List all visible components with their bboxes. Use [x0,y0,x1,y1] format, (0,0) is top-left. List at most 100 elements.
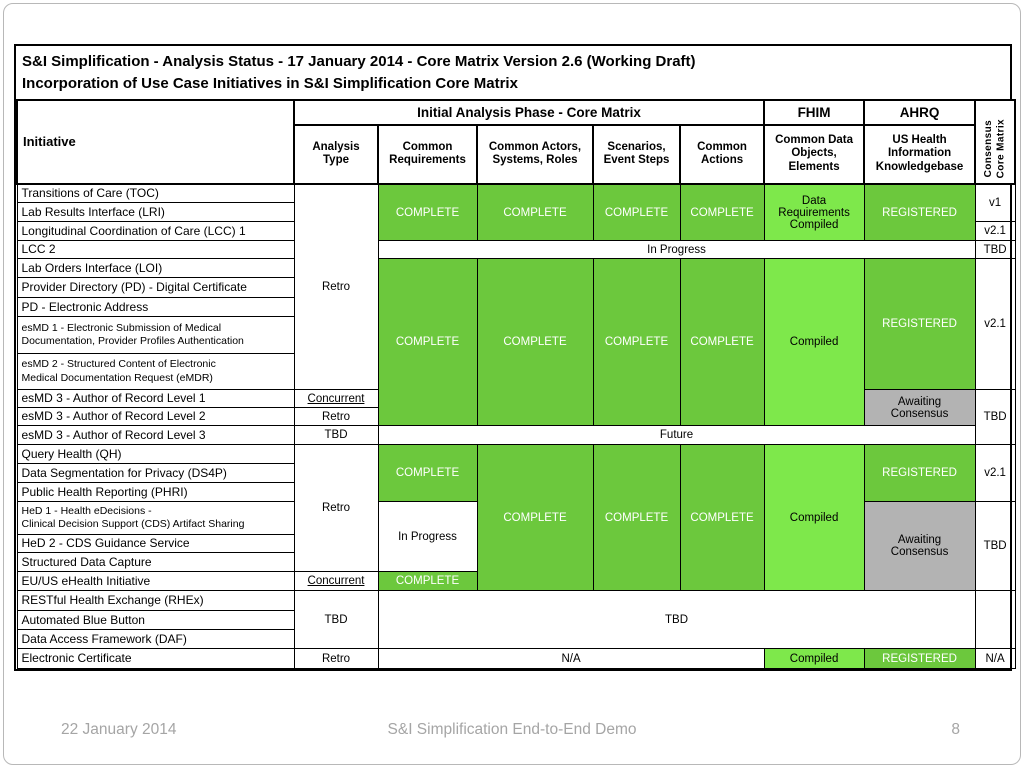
status-cell: TBD [974,389,1016,446]
status-cell [974,590,1016,650]
status-cell: N/A [377,648,765,670]
footer-page-number: 8 [951,721,960,738]
status-cell: v2.1 [974,258,1016,391]
header-phase-group: Initial Analysis Phase - Core Matrix [292,98,766,126]
analysis-type-cell: Retro [293,444,379,573]
initiative-cell: Query Health (QH) [16,444,295,465]
status-cell: v1 [974,183,1016,223]
initiative-cell: EU/US eHealth Initiative [16,571,295,592]
header-initiative: Initiative [16,98,295,185]
header-common-actions: Common Actions [678,123,766,185]
initiative-cell: Electronic Certificate [16,648,295,670]
status-cell: v2.1 [974,221,1016,242]
analysis-type-cell: TBD [293,425,379,446]
status-complete-cell: COMPLETE [476,183,594,242]
initiative-cell: Longitudinal Coordination of Care (LCC) … [16,221,295,242]
initiative-cell: HeD 1 - Health eDecisions - Clinical Dec… [16,501,295,536]
table-row: LCC 2 In Progress TBD [16,240,1016,260]
status-complete-cell: COMPLETE [679,258,765,427]
status-cell: In Progress [377,240,976,260]
status-compiled-cell: Compiled [763,258,865,427]
table-row: HeD 1 - Health eDecisions - Clinical Dec… [16,501,1016,592]
status-complete-cell: Awaiting Consensus [863,389,976,427]
initiative-cell: esMD 2 - Structured Content of Electroni… [16,353,295,391]
header-row-groups: Initiative Initial Analysis Phase - Core… [16,98,1017,185]
header-common-actors: Common Actors, Systems, Roles [476,123,594,185]
slide-footer: S&I Simplification End-to-End Demo 22 Ja… [0,721,1024,745]
table-row: esMD 3 - Author of Record Level 1 Concurr… [16,389,1016,446]
initiative-cell: esMD 3 - Author of Record Level 2 [16,407,295,427]
table-row: Lab Orders Interface (LOI) COMPLETE COMPLE… [16,258,1016,427]
table-row: HeD 2 - CDS Guidance Service [16,534,1015,554]
status-cell: v2.1 [974,444,1016,503]
analysis-type-cell: TBD [293,590,379,650]
header-fhim-sub: Common Data Objects, Elements [763,123,866,185]
initiative-cell: Lab Orders Interface (LOI) [16,258,295,279]
header-consensus-vertical-label: Consensus Core Matrix [982,118,1007,178]
status-compiled-cell: Compiled [763,444,865,592]
initiative-cell: Automated Blue Button [16,610,295,631]
initiative-cell: esMD 3 - Author of Record Level 1 [16,389,295,409]
initiative-cell: esMD 3 - Author of Record Level 3 [16,425,295,446]
page-title-line2: Incorporation of Use Case Initiatives in… [22,74,518,92]
status-cell: Future [377,425,976,446]
table-row: Public Health Reporting (PHRI) [16,482,1015,503]
status-compiled-cell: Compiled [763,648,865,670]
initiative-cell: PD - Electronic Address [16,297,295,318]
footer-date: 22 January 2014 [61,721,177,738]
header-ahrq: AHRQ [863,98,977,126]
status-complete-cell: REGISTERED [863,444,976,503]
header-row-columns: Analysis Type Common Requirements Common… [17,123,1015,185]
status-complete-cell: COMPLETE [377,444,478,503]
initiative-cell: Public Health Reporting (PHRI) [16,482,295,503]
header-analysis-type: Analysis Type [293,123,379,185]
status-complete-cell: COMPLETE [679,183,765,242]
core-matrix-table: Initiative Initial Analysis Phase - Core… [16,98,1017,670]
table-row: esMD 3 - Author of Record Level 3 TBD Futu… [16,425,1015,446]
header-scenarios: Scenarios, Event Steps [592,123,681,185]
status-complete-cell: COMPLETE [679,444,765,592]
status-complete-cell: COMPLETE [592,183,681,242]
status-complete-cell: COMPLETE [377,258,478,427]
table-row: esMD 2 - Structured Content of Electroni… [16,353,1015,391]
table-row: Transitions of Care (TOC) Retro COMPLETE CO… [16,183,1016,391]
status-complete-cell: COMPLETE [476,258,594,427]
initiative-cell: LCC 2 [16,240,295,260]
analysis-type-cell: Concurrent [293,571,379,592]
initiative-cell: Structured Data Capture [16,552,295,573]
initiative-cell: Transitions of Care (TOC) [16,183,295,204]
analysis-type-cell: Retro [293,407,379,427]
initiative-cell: HeD 2 - CDS Guidance Service [16,534,295,554]
header-fhim: FHIM [763,98,866,126]
table-row: Provider Directory (PD) - Digital Certif… [16,277,1015,299]
table-row: RESTful Health Exchange (RHEx) TBD TBD [16,590,1016,650]
initiative-cell: Data Segmentation for Privacy (DS4P) [16,463,295,484]
table-row: Query Health (QH) Retro COMPLETE COMPLETE CO… [16,444,1016,592]
analysis-type-cell: Concurrent [293,389,379,409]
status-complete-cell: REGISTERED [863,648,976,670]
initiative-cell: Data Access Framework (DAF) [16,629,295,650]
status-cell: TBD [974,240,1016,260]
status-complete-cell: Awaiting Consensus [863,501,976,592]
status-complete-cell: COMPLETE [377,571,478,592]
table-row: esMD 1 - Electronic Submission of Medica… [16,316,1015,355]
status-complete-cell: REGISTERED [863,258,976,391]
page-title-line1: S&I Simplification - Analysis Status - 1… [22,53,696,70]
status-complete-cell: REGISTERED [863,183,976,242]
status-complete-cell: COMPLETE [377,183,478,242]
table-row: esMD 3 - Author of Record Level 2 Retro [16,407,1015,427]
status-complete-cell: COMPLETE [592,444,681,592]
status-compiled-cell: Data Requirements Compiled [763,183,865,242]
footer-title: S&I Simplification End-to-End Demo [387,721,637,738]
status-complete-cell: COMPLETE [476,444,594,592]
table-row: Data Access Framework (DAF) [16,629,1015,650]
table-row: Automated Blue Button [16,610,1015,631]
table-header: Initiative Initial Analysis Phase - Core… [16,98,1017,185]
table-row: EU/US eHealth Initiative Concurrent COMPLE… [16,571,1015,592]
status-complete-cell: COMPLETE [592,258,681,427]
header-ahrq-sub: US Health Information Knowledgebase [863,123,977,185]
core-matrix-panel: S&I Simplification - Analysis Status - 1… [14,44,1017,672]
header-common-requirements: Common Requirements [377,123,478,185]
status-cell: N/A [974,648,1016,670]
status-cell: In Progress [377,501,478,573]
